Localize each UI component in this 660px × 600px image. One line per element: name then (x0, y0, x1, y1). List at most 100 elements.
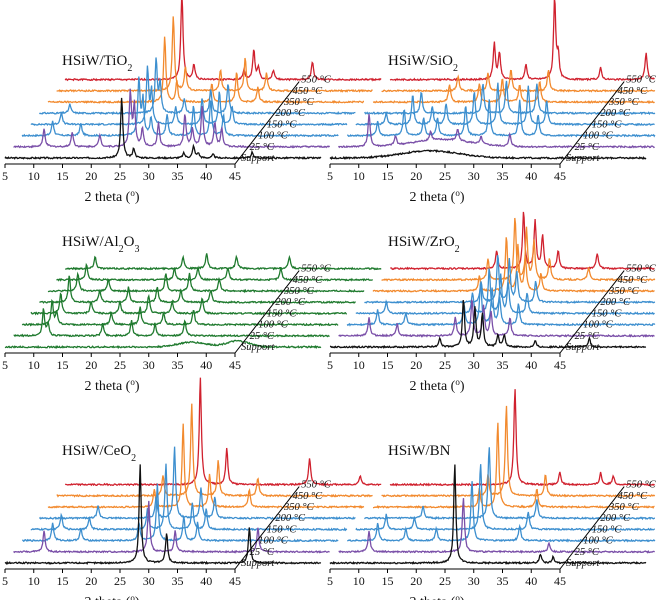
x-tick-label: 35 (172, 358, 184, 372)
x-tick-label: 15 (382, 358, 394, 372)
panel-title: HSiW/SiO2 (388, 53, 458, 74)
series-label: 25 °C (575, 547, 600, 558)
series-support (329, 149, 647, 160)
x-tick-label: 30 (468, 358, 480, 372)
x-tick-label: 40 (525, 169, 537, 183)
panel-title: HSiW/BN (388, 443, 451, 459)
x-tick-label: 10 (28, 358, 40, 372)
x-tick-label: 15 (382, 169, 394, 183)
series-label: 450 °C (618, 275, 649, 286)
series-label: Support (241, 153, 275, 164)
series-label: 100 °C (583, 536, 614, 547)
x-tick-label: 15 (57, 169, 69, 183)
x-tick-label: 15 (57, 358, 69, 372)
series-label: 350 °C (608, 286, 640, 297)
series-label: 450 °C (618, 491, 649, 502)
depth-axis (559, 486, 625, 570)
series-label: 100 °C (258, 536, 289, 547)
panel-title: HSiW/CeO2 (62, 443, 136, 464)
series-200c (39, 275, 356, 305)
x-tick-label: 45 (229, 169, 241, 183)
series-label: 150 °C (267, 119, 298, 130)
x-tick-label: 45 (229, 358, 241, 372)
x-tick-label: 5 (327, 169, 333, 183)
x-tick-label: 40 (200, 358, 212, 372)
x-tick-label: 35 (497, 574, 509, 588)
x-tick-label: 25 (439, 358, 451, 372)
x-tick-label: 10 (353, 169, 365, 183)
x-tick-label: 25 (114, 574, 126, 588)
x-axis-label: 2 theta (o) (409, 188, 464, 205)
x-axis-label: 2 theta (o) (84, 377, 139, 394)
series-label: Support (566, 558, 600, 569)
x-tick-label: 25 (439, 169, 451, 183)
series-450c (381, 405, 656, 498)
x-tick-label: 15 (382, 574, 394, 588)
depth-axis (559, 81, 625, 165)
series-200c (38, 57, 356, 116)
series-label: 550 °C (626, 75, 657, 86)
series-label: 350 °C (608, 97, 640, 108)
series-100c (21, 76, 339, 138)
series-550c (389, 0, 655, 82)
x-tick-label: 40 (200, 574, 212, 588)
x-tick-label: 20 (85, 358, 97, 372)
series-label: 100 °C (258, 131, 289, 142)
series-label: 150 °C (592, 524, 623, 535)
series-100c (347, 99, 656, 138)
series-25c (338, 299, 655, 338)
x-tick-label: 35 (172, 574, 184, 588)
depth-axis (234, 486, 300, 570)
x-tick-label: 30 (468, 574, 480, 588)
panel-title: HSiW/TiO2 (62, 53, 132, 74)
x-tick-label: 10 (28, 574, 40, 588)
series-100c (21, 298, 339, 327)
series-label: 550 °C (626, 480, 657, 491)
x-tick-label: 15 (57, 574, 69, 588)
x-tick-label: 20 (410, 574, 422, 588)
series-label: Support (566, 153, 600, 164)
series-550c (64, 0, 382, 82)
series-450c (56, 16, 373, 93)
x-tick-label: 20 (410, 169, 422, 183)
x-tick-label: 30 (143, 358, 155, 372)
x-tick-label: 35 (172, 169, 184, 183)
series-label: 350 °C (283, 97, 315, 108)
series-label: Support (241, 342, 275, 353)
series-label: 550 °C (301, 480, 332, 491)
series-label: 350 °C (283, 502, 315, 513)
series-25c (13, 308, 330, 338)
series-550c (64, 253, 382, 271)
series-350c (372, 237, 655, 294)
series-450c (381, 69, 656, 93)
series-label: 450 °C (618, 86, 649, 97)
series-label: 25 °C (575, 142, 600, 153)
x-tick-label: 5 (2, 358, 8, 372)
series-label: 450 °C (293, 275, 324, 286)
x-tick-label: 20 (410, 358, 422, 372)
series-label: 200 °C (275, 297, 306, 308)
series-350c (372, 422, 655, 509)
series-support (4, 97, 322, 160)
series-200c (364, 80, 656, 116)
x-tick-label: 20 (85, 169, 97, 183)
depth-axis (234, 81, 300, 165)
x-tick-label: 45 (229, 574, 241, 588)
series-label: 100 °C (258, 320, 289, 331)
series-100c (22, 483, 339, 543)
series-25c (338, 113, 655, 149)
series-label: Support (566, 342, 600, 353)
series-25c (338, 498, 656, 554)
series-label: 550 °C (626, 264, 657, 275)
series-label: 200 °C (600, 513, 631, 524)
series-100c (346, 283, 656, 327)
series-150c (30, 292, 347, 316)
series-support (4, 339, 322, 350)
panel-title: HSiW/ZrO2 (388, 234, 460, 255)
series-support (4, 464, 322, 565)
x-tick-label: 20 (85, 574, 97, 588)
series-label: 450 °C (293, 491, 324, 502)
